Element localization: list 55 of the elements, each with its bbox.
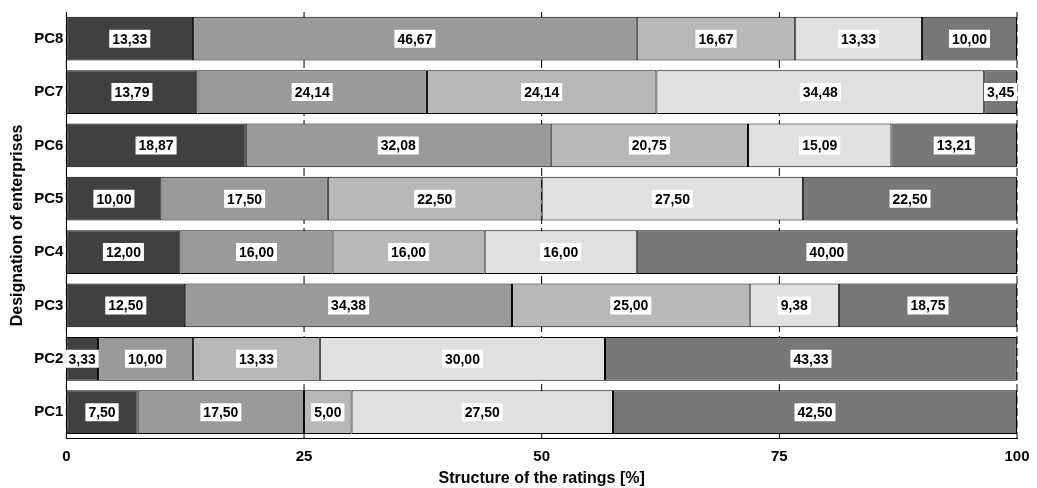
data-label: 17,50 bbox=[203, 403, 239, 420]
data-label: 32,08 bbox=[380, 137, 416, 154]
data-label: 15,09 bbox=[802, 137, 838, 154]
data-label: 5,00 bbox=[314, 403, 342, 420]
data-label: 13,79 bbox=[114, 83, 150, 100]
data-label: 30,00 bbox=[444, 350, 481, 367]
y-tick-label: PC5 bbox=[34, 188, 64, 206]
data-label: 40,00 bbox=[809, 243, 845, 260]
data-label: 10,00 bbox=[128, 350, 164, 367]
data-label: 24,14 bbox=[294, 83, 330, 100]
data-label: 13,33 bbox=[841, 30, 877, 47]
data-label: 18,87 bbox=[138, 137, 174, 154]
data-label: 18,75 bbox=[910, 297, 946, 314]
x-axis-title: Structure of the ratings [%] bbox=[438, 468, 645, 486]
data-label: 22,50 bbox=[417, 190, 453, 207]
x-tick-label: 0 bbox=[62, 446, 71, 464]
data-label: 46,67 bbox=[397, 30, 433, 47]
data-label: 13,33 bbox=[112, 30, 148, 47]
data-label: 3,45 bbox=[986, 83, 1015, 100]
data-label: 3,33 bbox=[68, 350, 97, 367]
data-label: 42,50 bbox=[797, 403, 833, 420]
y-tick-label: PC6 bbox=[34, 135, 64, 153]
y-tick-label: PC4 bbox=[34, 242, 65, 260]
data-label: 12,00 bbox=[105, 243, 142, 260]
data-label: 27,50 bbox=[654, 190, 691, 207]
data-label: 7,50 bbox=[88, 403, 116, 420]
data-label: 20,75 bbox=[631, 137, 668, 154]
data-label: 16,67 bbox=[698, 30, 734, 47]
data-label: 24,14 bbox=[524, 83, 560, 100]
x-tick-label: 75 bbox=[771, 446, 788, 464]
data-label: 13,33 bbox=[238, 350, 275, 367]
data-label: 16,00 bbox=[543, 243, 579, 260]
data-label: 10,00 bbox=[951, 30, 988, 47]
y-tick-label: PC8 bbox=[34, 28, 64, 46]
y-axis-title: Designation of enterprises bbox=[8, 124, 26, 327]
x-tick-label: 50 bbox=[533, 446, 551, 464]
x-tick-label: 100 bbox=[1004, 446, 1030, 464]
y-tick-label: PC2 bbox=[34, 348, 64, 366]
y-tick-label: PC1 bbox=[34, 402, 64, 420]
x-tick-label: 25 bbox=[295, 446, 313, 464]
data-label: 9,38 bbox=[780, 297, 809, 314]
data-label: 43,33 bbox=[793, 350, 829, 367]
y-tick-label: PC7 bbox=[34, 82, 64, 100]
data-label: 10,00 bbox=[96, 190, 132, 207]
data-label: 34,48 bbox=[802, 83, 839, 100]
data-label: 13,21 bbox=[936, 137, 972, 154]
data-label: 22,50 bbox=[892, 190, 928, 207]
data-label: 16,00 bbox=[238, 243, 275, 260]
data-label: 34,38 bbox=[331, 297, 367, 314]
data-label: 25,00 bbox=[613, 297, 649, 314]
data-label: 12,50 bbox=[108, 297, 144, 314]
data-label: 16,00 bbox=[391, 243, 427, 260]
data-label: 17,50 bbox=[227, 190, 263, 207]
y-tick-label: PC3 bbox=[34, 295, 64, 313]
data-label: 27,50 bbox=[464, 403, 500, 420]
